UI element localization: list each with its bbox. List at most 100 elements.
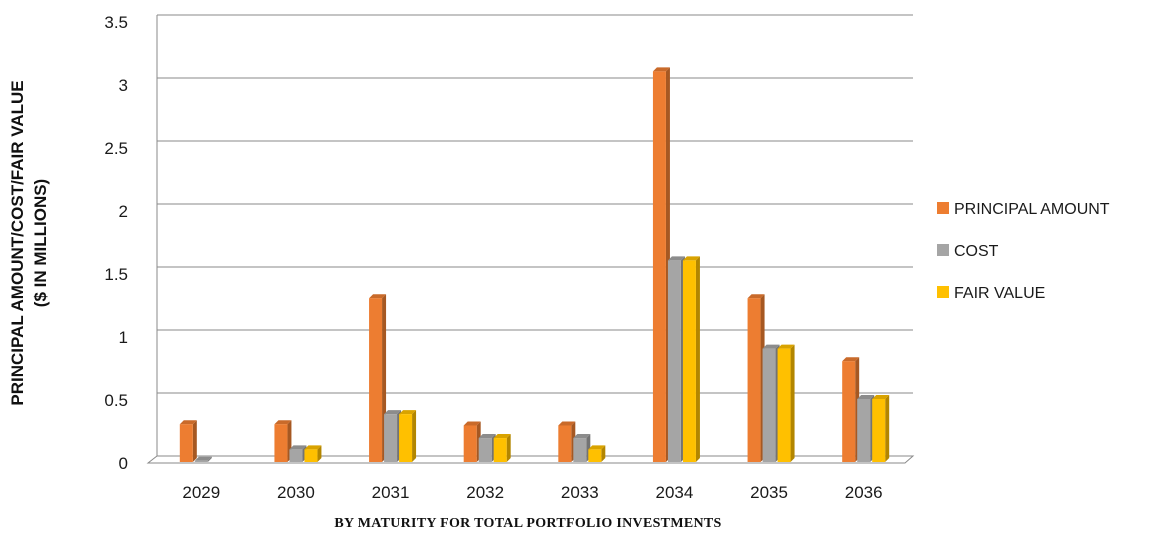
bar-side xyxy=(207,456,212,462)
bar-top xyxy=(588,445,606,450)
legend-swatch xyxy=(937,286,949,298)
bar-top xyxy=(872,395,890,399)
x-axis-label: BY MATURITY FOR TOTAL PORTFOLIO INVESTME… xyxy=(334,516,721,531)
x-tick-label: 2029 xyxy=(182,483,220,502)
y-tick-label: 3 xyxy=(119,76,128,95)
bar xyxy=(747,294,765,462)
bar-front xyxy=(384,414,398,462)
bar xyxy=(762,344,780,462)
y-tick-label: 3.5 xyxy=(104,13,128,32)
bar-side xyxy=(885,395,890,462)
legend-item: PRINCIPAL AMOUNT xyxy=(937,201,1110,218)
bar-top xyxy=(493,434,511,439)
y-tick-label: 1 xyxy=(119,328,128,347)
x-tick-label: 2030 xyxy=(277,483,315,502)
bar xyxy=(842,357,860,462)
legend-label: COST xyxy=(954,243,999,260)
bar-side xyxy=(192,420,197,462)
chart-floor xyxy=(146,455,915,464)
bar-top xyxy=(463,421,481,426)
bar-side xyxy=(790,344,795,462)
legend-label: PRINCIPAL AMOUNT xyxy=(954,201,1110,218)
x-tick-label: 2035 xyxy=(750,483,788,502)
bar-front xyxy=(369,298,383,462)
x-axis-ticks: 2029 2030 2031 2032 2033 2034 2035 2036 xyxy=(182,483,882,502)
bar-side xyxy=(601,445,606,462)
bar xyxy=(384,410,402,462)
bar-side xyxy=(412,410,417,462)
bar-side xyxy=(506,434,511,462)
bar-top xyxy=(857,395,875,399)
bar xyxy=(194,456,212,462)
bar-top xyxy=(682,256,700,261)
bar-top xyxy=(558,421,576,426)
bar xyxy=(652,67,670,463)
bar xyxy=(777,344,795,462)
grid-lines xyxy=(146,14,915,464)
bar-top xyxy=(573,434,591,439)
bar-top xyxy=(842,357,860,362)
bar-top xyxy=(399,410,417,415)
bar-front xyxy=(872,399,886,462)
bar xyxy=(588,445,606,462)
bar-top xyxy=(652,67,670,72)
y-axis-label-line1: PRINCIPAL AMOUNT/COST/FAIR VALUE xyxy=(8,80,27,405)
bar xyxy=(872,395,890,462)
bar-top xyxy=(762,344,780,349)
bar-front xyxy=(588,449,602,462)
y-tick-label: 1.5 xyxy=(104,265,128,284)
bar-front xyxy=(289,449,303,462)
bar xyxy=(493,434,511,462)
bar-front xyxy=(179,424,193,462)
x-tick-label: 2034 xyxy=(656,483,694,502)
legend-item: COST xyxy=(937,243,999,260)
bar xyxy=(304,445,322,462)
bar-top xyxy=(304,445,322,450)
y-tick-label: 2 xyxy=(119,202,128,221)
bar xyxy=(682,256,700,462)
bar-side xyxy=(317,445,322,462)
bar-front xyxy=(857,399,871,462)
bar xyxy=(289,445,307,462)
bar-top xyxy=(274,420,292,425)
y-tick-label: 2.5 xyxy=(104,139,128,158)
bar-top xyxy=(478,434,496,439)
legend-swatch xyxy=(937,202,949,214)
bar-series xyxy=(179,67,890,463)
bar-front xyxy=(777,348,791,462)
bar xyxy=(274,420,292,462)
bar-top xyxy=(369,294,387,299)
bar-front xyxy=(478,438,492,462)
bar xyxy=(558,421,576,462)
bar xyxy=(573,434,591,462)
bar-front xyxy=(304,449,318,462)
legend-swatch xyxy=(937,244,949,256)
bar-top xyxy=(777,344,795,349)
bar-front xyxy=(842,361,856,462)
bar-front xyxy=(652,71,666,463)
y-axis-label-line2: ($ IN MILLIONS) xyxy=(31,179,50,307)
bar-front xyxy=(399,414,413,462)
bar-front xyxy=(558,425,572,462)
bar-top xyxy=(747,294,765,299)
bar-front xyxy=(274,424,288,462)
y-tick-label: 0.5 xyxy=(104,391,128,410)
bar xyxy=(399,410,417,462)
bar-front xyxy=(747,298,761,462)
x-tick-label: 2036 xyxy=(845,483,883,502)
bar xyxy=(478,434,496,462)
bar-front xyxy=(573,438,587,462)
bar-front xyxy=(194,460,208,462)
bar-front xyxy=(493,438,507,462)
bar-front xyxy=(463,425,477,462)
legend-label: FAIR VALUE xyxy=(954,285,1045,302)
x-tick-label: 2032 xyxy=(466,483,504,502)
bar xyxy=(463,421,481,462)
x-tick-label: 2033 xyxy=(561,483,599,502)
bar xyxy=(667,256,685,462)
bar-side xyxy=(695,256,700,462)
bar-front xyxy=(682,260,696,462)
bar-top xyxy=(667,256,685,261)
bar xyxy=(369,294,387,462)
